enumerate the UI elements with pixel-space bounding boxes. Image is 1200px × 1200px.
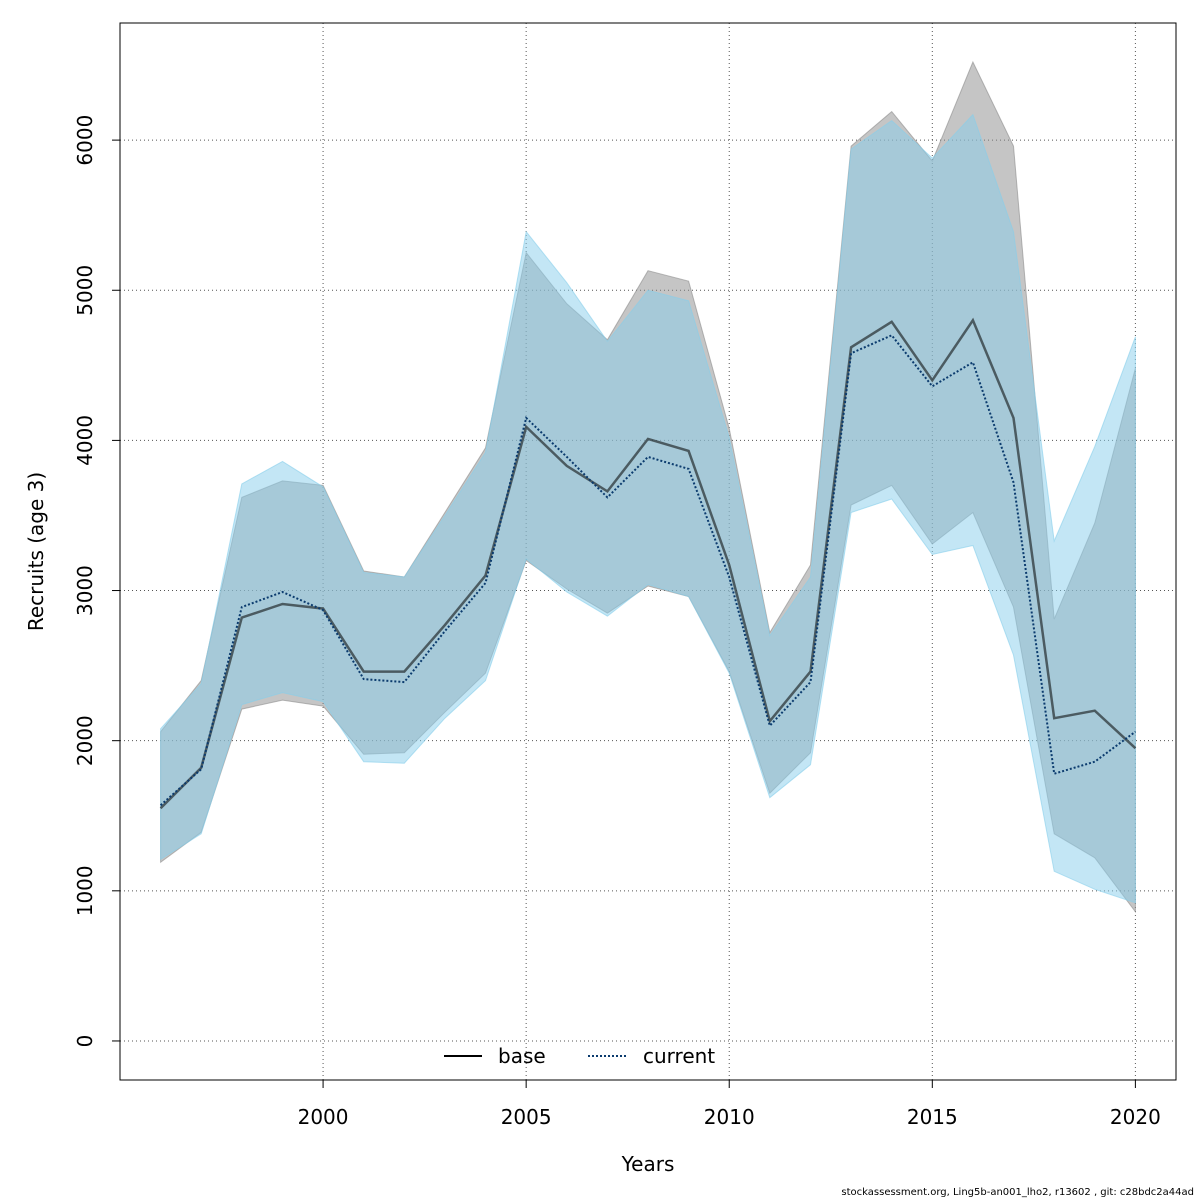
plot-frame: [119, 22, 1177, 1081]
y-axis: 0 1000 2000 3000 4000 5000 6000: [73, 115, 120, 1048]
x-tick-label-2015: 2015: [907, 1105, 958, 1129]
y-axis-title: Recruits (age 3): [24, 472, 48, 631]
x-tick-label-2010: 2010: [704, 1105, 755, 1129]
x-tick-label-2005: 2005: [501, 1105, 552, 1129]
legend: base current: [444, 1044, 715, 1068]
y-tick-label-2000: 2000: [73, 715, 97, 766]
x-axis: 2000 2005 2010 2015 2020: [298, 1080, 1161, 1129]
legend-label-base: base: [498, 1044, 546, 1068]
legend-label-current: current: [643, 1044, 715, 1068]
band-current: [160, 113, 1136, 904]
y-tick-label-5000: 5000: [73, 265, 97, 316]
y-tick-label-3000: 3000: [73, 565, 97, 616]
y-tick-label-6000: 6000: [73, 115, 97, 166]
x-tick-label-2000: 2000: [298, 1105, 349, 1129]
y-tick-label-4000: 4000: [73, 415, 97, 466]
confidence-bands: [160, 60, 1136, 914]
y-tick-label-0: 0: [73, 1035, 97, 1048]
y-tick-label-1000: 1000: [73, 865, 97, 916]
series-lines: [159, 317, 1137, 810]
x-tick-label-2020: 2020: [1110, 1105, 1161, 1129]
x-axis-title: Years: [621, 1152, 675, 1176]
footer-credit: stockassessment.org, Ling5b-an001_lho2, …: [841, 1187, 1194, 1198]
